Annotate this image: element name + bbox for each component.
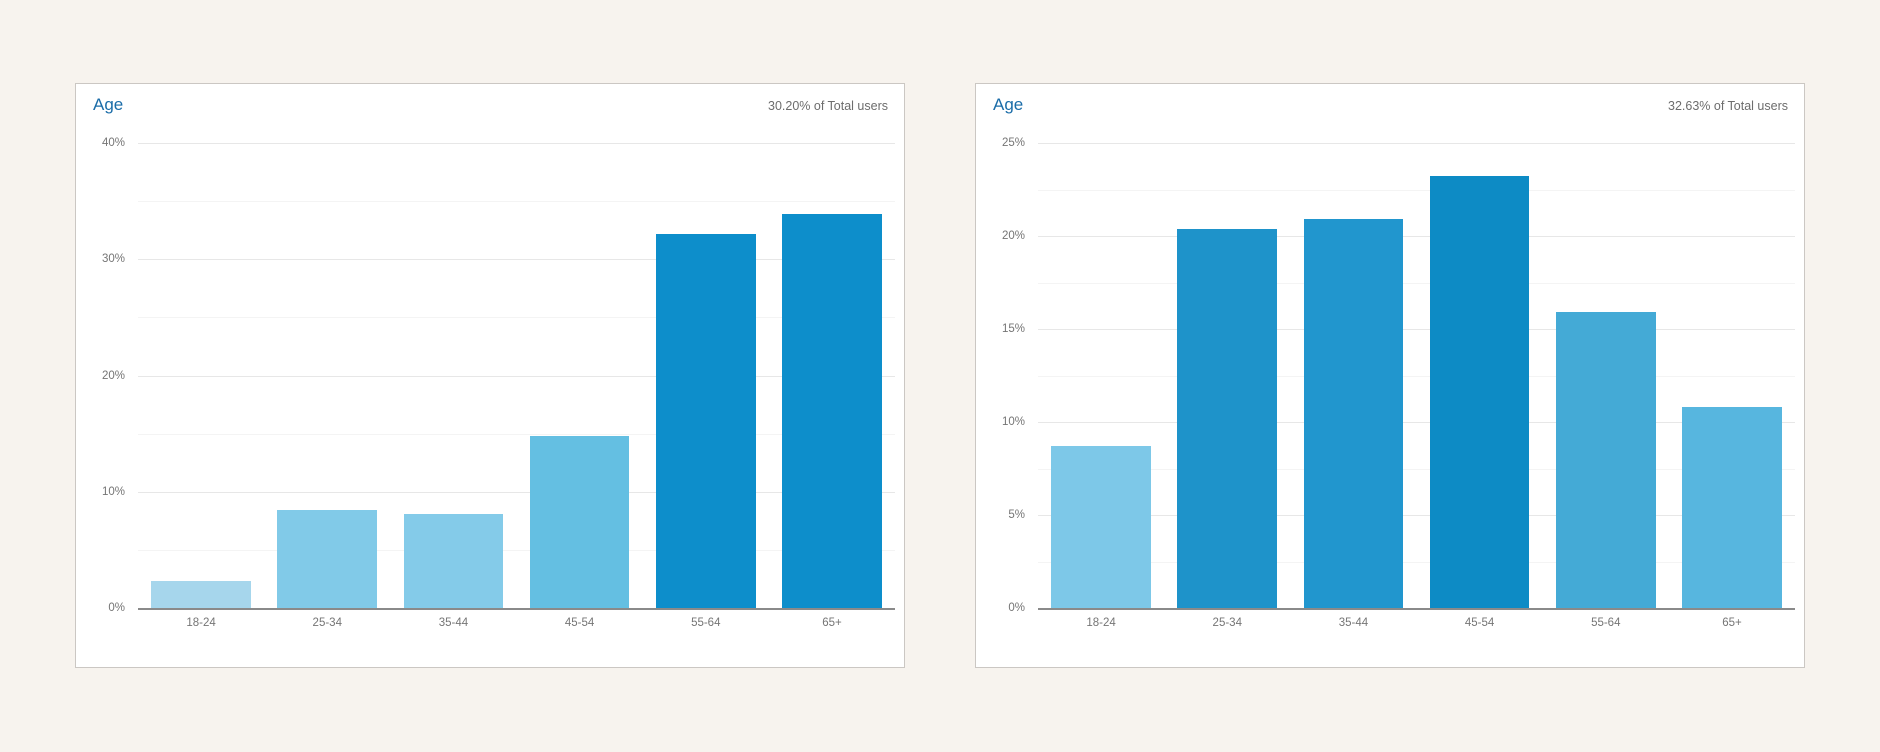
- bar-18-24[interactable]: [151, 581, 251, 608]
- card-header: Age 30.20% of Total users: [76, 84, 904, 115]
- gridline-minor: [1038, 189, 1795, 191]
- bars-container: [138, 143, 895, 608]
- y-axis-tick-label: 30%: [101, 253, 125, 266]
- y-axis-tick-label: 0%: [1008, 602, 1025, 614]
- bar-slot: [264, 143, 390, 608]
- gridline-minor: [138, 433, 895, 435]
- age-chart-card-right: Age 32.63% of Total users 0% 5% 10% 15% 20% 2…: [975, 83, 1805, 668]
- bar-25-34[interactable]: [1177, 228, 1278, 608]
- y-axis-tick-label: 20%: [101, 369, 125, 382]
- bar-35-44[interactable]: [403, 513, 504, 608]
- gridline-major: [138, 491, 895, 493]
- chart-title-link[interactable]: Age: [93, 95, 124, 114]
- total-users-percentage: 32.63% of Total users: [1668, 99, 1788, 113]
- gridline-minor: [1038, 282, 1795, 284]
- y-axis-tick-label: 10%: [1001, 416, 1025, 428]
- gridline-major: [138, 259, 895, 261]
- x-axis-category-label: 25-34: [1212, 617, 1242, 629]
- gridline-minor: [1038, 375, 1795, 377]
- x-axis-labels: 18-24 25-34 35-44 45-54 55-64 65+: [138, 617, 895, 629]
- bar-slot: [643, 143, 769, 608]
- y-axis-tick-label: 10%: [101, 485, 125, 498]
- bar-55-64[interactable]: [1555, 312, 1656, 608]
- gridline-major: [1038, 329, 1795, 330]
- bar-slot: [390, 143, 516, 608]
- y-axis-tick-label: 20%: [1001, 230, 1025, 242]
- age-chart-card-left: Age 30.20% of Total users 0% 10% 20% 30% 40%…: [75, 83, 905, 668]
- x-axis-category-label: 45-54: [564, 617, 595, 629]
- x-axis-category-label: 18-24: [1086, 617, 1116, 629]
- gridline-major: [1038, 515, 1795, 516]
- chart-title-link[interactable]: Age: [993, 95, 1024, 114]
- bar-35-44[interactable]: [1303, 219, 1404, 608]
- bar-18-24[interactable]: [1051, 446, 1151, 608]
- x-axis-category-label: 65+: [822, 617, 842, 629]
- bar-slot: [1038, 143, 1164, 608]
- bar-slot: [1164, 143, 1290, 608]
- bar-65+[interactable]: [782, 213, 882, 608]
- y-axis-tick-label: 5%: [1008, 509, 1025, 521]
- x-axis-category-label: 35-44: [438, 617, 469, 629]
- total-users-percentage: 30.20% of Total users: [768, 99, 888, 113]
- y-axis-tick-label: 15%: [1001, 323, 1025, 335]
- gridline-minor: [1038, 468, 1795, 470]
- gridline-minor: [1038, 561, 1795, 563]
- gridline-major: [1038, 143, 1795, 144]
- bar-25-34[interactable]: [277, 510, 378, 608]
- x-axis-category-label: 18-24: [186, 617, 216, 629]
- bar-45-54[interactable]: [529, 435, 630, 608]
- bar-slot: [1290, 143, 1416, 608]
- x-axis-category-label: 55-64: [1591, 617, 1621, 629]
- bar-slot: [1417, 143, 1543, 608]
- x-axis-category-label: 55-64: [691, 617, 721, 629]
- bar-slot: [138, 143, 264, 608]
- x-axis-category-label: 65+: [1722, 617, 1742, 629]
- x-axis-category-label: 25-34: [312, 617, 342, 629]
- bar-55-64[interactable]: [655, 233, 756, 608]
- plot-area: 0% 5% 10% 15% 20% 25% 18-24 25-34 35-44 45-54 55-6…: [1002, 137, 1795, 629]
- y-axis-tick-label: 0%: [108, 602, 125, 614]
- gridline-major: [1038, 236, 1795, 237]
- bar-45-54[interactable]: [1429, 176, 1530, 608]
- bars-container: [1038, 143, 1795, 608]
- y-axis-tick-label: 40%: [101, 137, 125, 149]
- bar-slot: [1543, 143, 1669, 608]
- gridline-major: [1038, 422, 1795, 423]
- bar-65+[interactable]: [1682, 407, 1782, 608]
- gridline-minor: [138, 201, 895, 203]
- bar-slot: [769, 143, 895, 608]
- y-axis-tick-label: 25%: [1001, 137, 1025, 149]
- x-axis-labels: 18-24 25-34 35-44 45-54 55-64 65+: [1038, 617, 1795, 629]
- gridline-major: [138, 143, 895, 144]
- gridline-major: [138, 375, 895, 377]
- x-axis-category-label: 35-44: [1338, 617, 1369, 629]
- plot-area: 0% 10% 20% 30% 40% 18-24 25-34 35-44 45-54 55-64 6…: [102, 137, 895, 629]
- x-axis-category-label: 45-54: [1464, 617, 1495, 629]
- gridline-minor: [138, 317, 895, 319]
- bar-slot: [1669, 143, 1795, 608]
- card-header: Age 32.63% of Total users: [976, 84, 1804, 115]
- bar-slot: [517, 143, 643, 608]
- gridline-minor: [138, 549, 895, 551]
